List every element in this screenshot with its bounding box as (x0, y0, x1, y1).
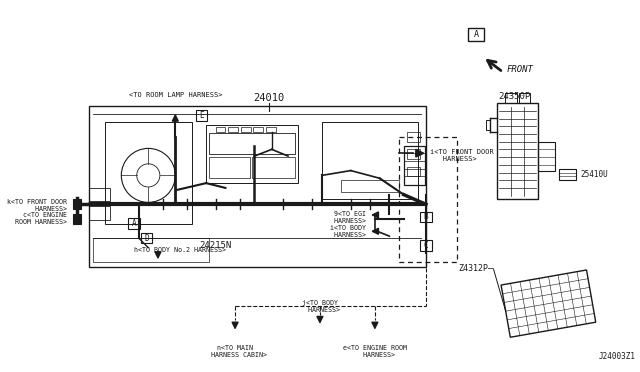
Text: D: D (144, 234, 148, 243)
Text: e<TO ENGINE ROOM
  HARNESS>: e<TO ENGINE ROOM HARNESS> (343, 345, 407, 358)
Bar (486, 121, 490, 130)
Text: B: B (424, 212, 428, 221)
Text: 24215N: 24215N (200, 241, 232, 250)
Text: j<TO BODY
  HARNESS>: j<TO BODY HARNESS> (300, 300, 340, 313)
Bar (341, 180, 399, 192)
Bar (209, 157, 250, 178)
Bar (206, 125, 298, 183)
Bar (73, 214, 81, 224)
Text: 25410U: 25410U (580, 170, 608, 179)
Bar (406, 167, 420, 176)
Bar (322, 122, 419, 199)
Bar (497, 103, 538, 199)
Bar (73, 199, 81, 209)
Text: i<TO BODY
  HARNESS>: i<TO BODY HARNESS> (326, 225, 366, 238)
Text: <TO ROOM LAMP HARNESS>: <TO ROOM LAMP HARNESS> (129, 92, 222, 98)
Bar (559, 169, 577, 180)
Bar (88, 206, 109, 220)
Bar (228, 127, 238, 132)
Bar (420, 212, 432, 222)
Bar (88, 106, 426, 267)
Bar (406, 132, 420, 142)
Text: FRONT: FRONT (507, 65, 534, 74)
Bar (128, 218, 140, 229)
Bar (141, 233, 152, 243)
Text: 24350P: 24350P (499, 92, 531, 101)
Bar (105, 122, 192, 224)
Bar (88, 188, 109, 201)
Text: c<TO ENGINE
  ROOM HARNESS>: c<TO ENGINE ROOM HARNESS> (7, 212, 67, 225)
Bar (241, 127, 250, 132)
Text: C: C (424, 241, 428, 250)
Bar (266, 127, 276, 132)
Text: i<TO FRONT DOOR
   HARNESS>: i<TO FRONT DOOR HARNESS> (430, 150, 493, 162)
Bar (93, 238, 209, 262)
Text: n<TO MAIN
  HARNESS CABIN>: n<TO MAIN HARNESS CABIN> (203, 345, 267, 358)
Text: J24003Z1: J24003Z1 (598, 352, 635, 362)
Bar (505, 93, 516, 103)
Text: 24010: 24010 (253, 93, 284, 103)
Bar (209, 133, 295, 154)
Bar (420, 240, 432, 251)
Text: h<TO BODY No.2 HARNESS>: h<TO BODY No.2 HARNESS> (134, 247, 226, 253)
Text: k<TO FRONT DOOR
   HARNESS>: k<TO FRONT DOOR HARNESS> (7, 199, 67, 212)
Bar (404, 147, 425, 185)
Text: E: E (199, 111, 204, 120)
Bar (253, 127, 263, 132)
Bar (216, 127, 225, 132)
Bar (399, 137, 457, 262)
Bar (406, 150, 420, 159)
Bar (196, 110, 207, 121)
Text: 9<TO EGI
  HARNESS>: 9<TO EGI HARNESS> (326, 211, 366, 224)
Bar (518, 93, 530, 103)
Bar (252, 157, 295, 178)
Text: A: A (132, 219, 136, 228)
Bar (538, 142, 555, 171)
Text: Z4312P—: Z4312P— (458, 264, 493, 273)
Text: A: A (474, 30, 479, 39)
Bar (468, 28, 484, 41)
